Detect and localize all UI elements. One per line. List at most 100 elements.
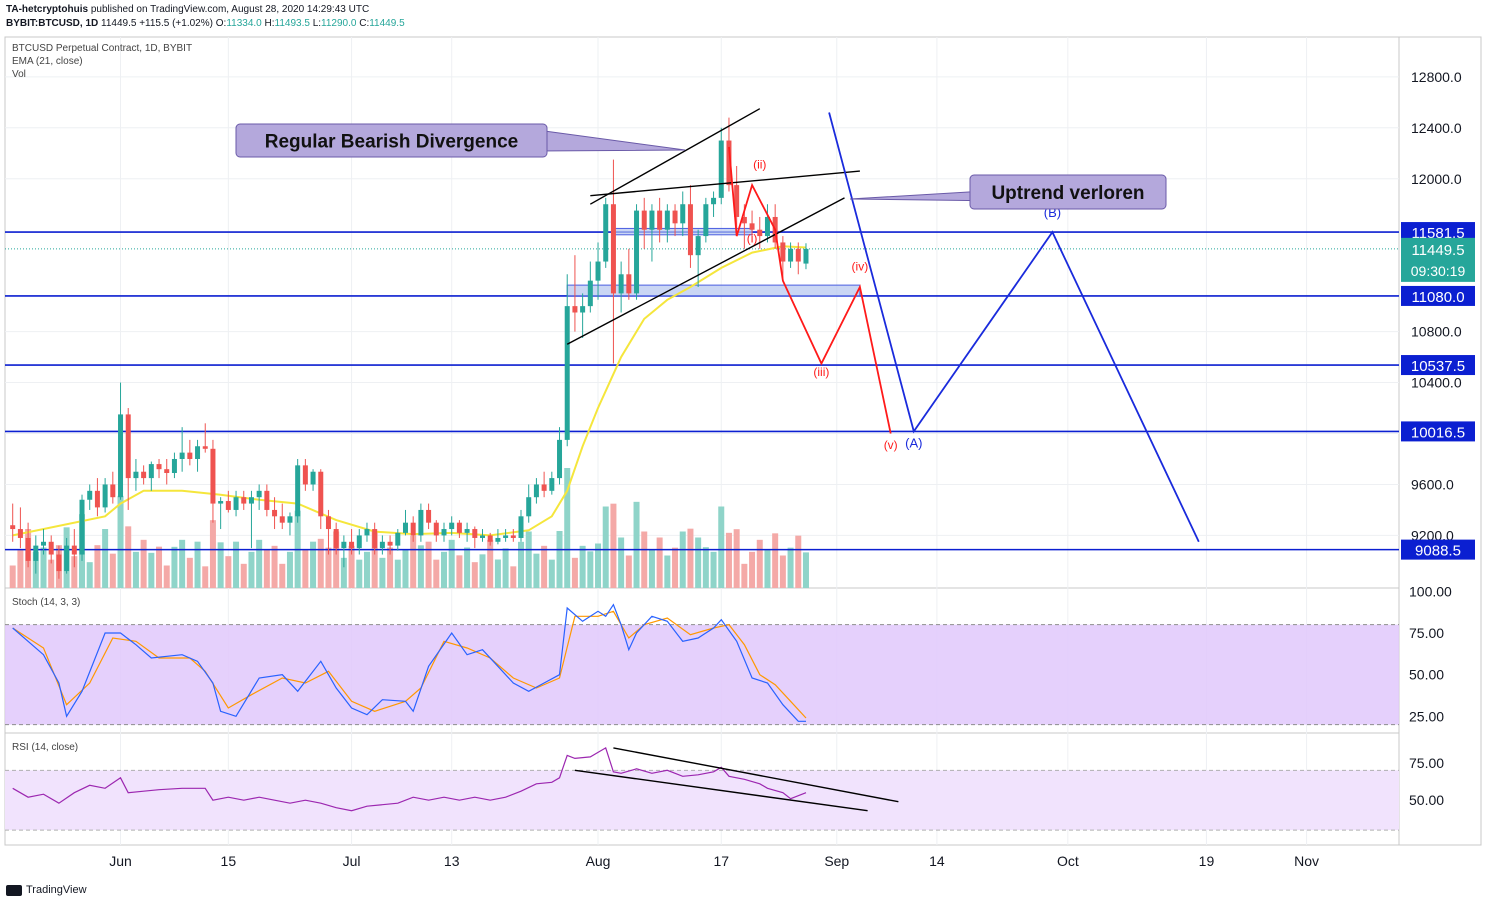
volume-bar <box>587 551 594 588</box>
legend-stoch[interactable]: Stoch (14, 3, 3) <box>12 597 81 608</box>
volume-bar <box>171 546 178 588</box>
volume-bar <box>17 550 24 588</box>
volume-bar <box>240 563 247 588</box>
y-tick-label: 12800.0 <box>1411 69 1462 85</box>
stoch-tick-label: 75.00 <box>1409 625 1444 641</box>
high-value: 11493.5 <box>274 18 310 29</box>
candle-body <box>195 446 201 459</box>
candle-body <box>287 516 293 523</box>
candle-body <box>318 471 324 517</box>
candle-body <box>418 509 424 536</box>
volume-bar <box>325 547 332 588</box>
rsi-trendline <box>574 769 868 812</box>
candle-body <box>279 516 285 523</box>
candle-body <box>433 522 439 536</box>
y-tick-label: 9200.0 <box>1411 527 1454 543</box>
last-price: 11449.5 <box>101 18 137 29</box>
candle-body <box>687 204 693 256</box>
volume-bar <box>371 531 378 588</box>
candle-body <box>402 522 408 533</box>
volume-bar <box>117 495 124 588</box>
volume-bar <box>333 531 340 588</box>
publish-header: TA-hetcryptohuis published on TradingVie… <box>6 4 369 15</box>
volume-bar <box>510 566 517 588</box>
candle-body <box>703 204 709 237</box>
candle-body <box>657 210 663 230</box>
rsi-band <box>5 770 1399 831</box>
stoch-d-line <box>12 610 807 719</box>
volume-bar <box>749 551 756 588</box>
candle-body <box>503 535 509 538</box>
volume-bar <box>687 528 694 588</box>
candle-body <box>33 545 39 561</box>
volume-bar <box>710 551 717 588</box>
candle-body <box>672 210 678 224</box>
candle-body <box>595 261 601 281</box>
candle-body <box>333 529 339 549</box>
candle-body <box>541 484 547 491</box>
candle-body <box>734 185 740 217</box>
price-level-tag <box>1401 421 1475 442</box>
countdown-label: 09:30:19 <box>1411 263 1466 279</box>
candle-body <box>549 478 555 491</box>
symbol-label: BYBIT:BTCUSD, 1D <box>6 18 99 29</box>
candle-body <box>464 529 470 533</box>
candle-body <box>349 541 355 549</box>
candle-body <box>148 464 154 479</box>
rsi-tick-label: 50.00 <box>1409 792 1444 808</box>
volume-bar <box>148 552 155 588</box>
candle-body <box>372 529 378 549</box>
tradingview-brand[interactable]: TradingView <box>6 884 87 896</box>
x-tick-label: 15 <box>221 853 237 869</box>
volume-bar <box>248 551 255 588</box>
candle-body <box>564 306 570 440</box>
price-level-tag <box>1401 285 1475 306</box>
legend-title[interactable]: BTCUSD Perpetual Contract, 1D, BYBIT <box>12 43 193 54</box>
volume-bar <box>86 562 93 588</box>
candle-body <box>518 516 524 538</box>
candle-body <box>41 541 47 546</box>
legend-vol[interactable]: Vol <box>12 69 26 80</box>
candle-body <box>71 545 77 555</box>
candle-body <box>680 204 686 224</box>
candle-body <box>780 242 786 262</box>
candle-body <box>341 541 347 549</box>
candle-body <box>56 554 62 572</box>
volume-bar <box>625 555 632 588</box>
volume-bar <box>641 531 648 588</box>
legend-ema[interactable]: EMA (21, close) <box>12 56 83 67</box>
candle-body <box>87 490 93 500</box>
volume-bar <box>348 545 355 588</box>
stoch-tick-label: 25.00 <box>1409 708 1444 724</box>
candle-body <box>218 501 224 504</box>
volume-bar <box>487 539 494 588</box>
candle-body <box>256 490 262 498</box>
candle-body <box>302 465 308 485</box>
volume-bar <box>456 555 463 588</box>
legend-rsi[interactable]: RSI (14, close) <box>12 742 79 753</box>
candle-body <box>17 529 23 538</box>
y-tick-label: 10400.0 <box>1411 375 1462 391</box>
candle-body <box>649 210 655 230</box>
ema-line <box>12 245 807 537</box>
x-tick-label: 14 <box>929 853 945 869</box>
volume-bar <box>410 535 417 588</box>
price-level-tag <box>1401 222 1475 243</box>
elliott-wave-path <box>728 146 892 434</box>
candle-body <box>248 497 254 504</box>
divergence-note-box <box>235 123 548 158</box>
stoch-tick-label: 100.00 <box>1409 583 1452 599</box>
volume-bar <box>217 542 224 588</box>
volume-bar <box>425 541 432 588</box>
volume-bar <box>548 559 555 588</box>
low-label: L: <box>312 18 322 29</box>
x-tick-label: Aug <box>586 853 611 869</box>
candle-body <box>10 525 16 530</box>
volume-bar <box>656 537 663 588</box>
candle-body <box>202 446 208 449</box>
publisher-name[interactable]: TA-hetcryptohuis <box>6 4 89 15</box>
candle-body <box>364 529 370 536</box>
candle-body <box>641 210 647 230</box>
volume-bar <box>179 539 186 588</box>
